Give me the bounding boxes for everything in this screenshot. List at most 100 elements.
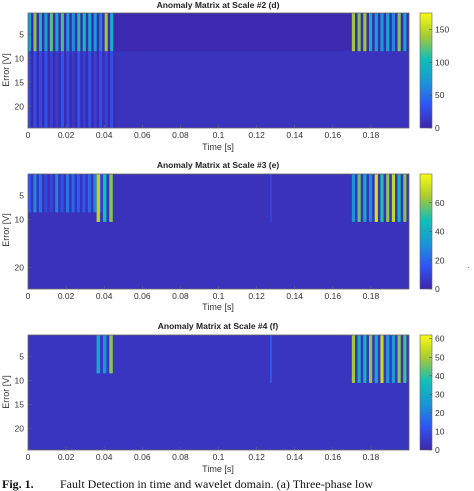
heatmap-stripe: [357, 335, 361, 383]
heatmap-stripe: [44, 13, 48, 52]
panel-1-ylabel: Error [V]: [1, 53, 11, 87]
figure-caption: Fig. 1. Fault Detection in time and wave…: [2, 477, 373, 491]
heatmap-stripe: [77, 51, 81, 128]
x-tick-label: 0.18: [363, 291, 380, 301]
heatmap-stripe: [38, 13, 42, 52]
heatmap-stripe: [93, 51, 97, 128]
colorbar-tick-label: 20: [435, 408, 445, 418]
panel-1-y-ticks: 5 10 15 20: [15, 30, 31, 111]
heatmap-stripe: [76, 174, 80, 213]
heatmap-stripe: [357, 174, 361, 222]
x-tick-label: 0.14: [286, 291, 303, 301]
heatmap-stripe: [71, 51, 75, 128]
x-tick-label: 0.08: [172, 452, 189, 462]
panel-1-title: Anomaly Matrix at Scale #2 (d): [157, 0, 280, 10]
x-tick-label: 0.02: [58, 291, 75, 301]
x-tick-label: 0.06: [134, 130, 151, 140]
heatmap-stripe: [391, 174, 395, 222]
heatmap-stripe: [33, 174, 37, 213]
heatmap-stripe: [397, 174, 401, 222]
heatmap-stripe: [380, 335, 384, 383]
heatmap-stripe: [102, 335, 107, 374]
panel-2-heatmap: [28, 174, 409, 289]
x-tick-label: 0.16: [325, 291, 342, 301]
panel-3-heatmap: [28, 335, 409, 450]
colorbar-tick-label: 100: [435, 57, 449, 67]
caption-text: Fault Detection in time and wavelet doma…: [60, 477, 373, 491]
colorbar-tick-label: 50: [435, 352, 445, 362]
x-tick-label: 0.02: [58, 130, 75, 140]
heatmap-background: [28, 335, 409, 450]
heatmap-stripe: [110, 13, 114, 52]
heatmap-stripe: [49, 174, 53, 213]
heatmap-stripe: [98, 174, 102, 213]
y-tick-label: 5: [19, 30, 24, 40]
heatmap-stripe: [28, 174, 31, 213]
panel-scale-2: Anomaly Matrix at Scale #2 (d) 0 0.02 0.04…: [1, 0, 449, 140]
x-tick-label: 0.1: [213, 291, 225, 301]
heatmap-stripe: [269, 174, 273, 222]
panel-2-colorbar-ticks: 0 20 40 60: [429, 198, 445, 294]
heatmap-stripe: [38, 51, 42, 128]
heatmap-stripe: [99, 51, 103, 128]
x-tick-label: 0.16: [325, 130, 342, 140]
panel-3-title: Anomaly Matrix at Scale #4 (f): [158, 321, 279, 331]
heatmap-stripe: [374, 13, 378, 52]
colorbar-tick-label: 40: [435, 371, 445, 381]
colorbar-tick-label: 150: [435, 24, 449, 34]
y-tick-label: 15: [15, 399, 25, 409]
heatmap-stripe: [374, 174, 378, 222]
colorbar-tick-label: 0: [435, 284, 440, 294]
heatmap-stripe: [82, 51, 86, 128]
panel-scale-4: Anomaly Matrix at Scale #4 (f) 0 0.02 0.04…: [1, 321, 445, 462]
heatmap-stripe: [33, 13, 37, 52]
heatmap-stripe: [66, 13, 70, 52]
heatmap-stripe: [44, 51, 48, 128]
heatmap-background: [28, 174, 409, 289]
panel-2-x-ticks: 0 0.02 0.04 0.06 0.08 0.1 0.12 0.14 0.16 0.18: [26, 286, 380, 301]
x-tick-label: 0.12: [248, 291, 265, 301]
heatmap-stripe: [110, 51, 114, 128]
heatmap-stripe: [102, 174, 107, 222]
heatmap-stripe: [363, 13, 367, 52]
heatmap-stripe: [49, 13, 53, 52]
heatmap-stripe: [391, 13, 395, 52]
heatmap-stripe: [66, 51, 70, 128]
heatmap-stripe: [88, 51, 92, 128]
heatmap-stripe: [363, 335, 367, 383]
x-tick-label: 0: [26, 130, 31, 140]
panel-3-colorbar-ticks: 0 10 20 30 40 50 60: [429, 334, 445, 455]
heatmap-stripe: [77, 13, 81, 52]
heatmap-stripe: [87, 174, 91, 213]
colorbar-tick-label: 20: [435, 255, 445, 265]
y-tick-label: 20: [15, 423, 25, 433]
heatmap-stripe: [374, 335, 378, 383]
heatmap-stripe: [386, 335, 390, 383]
heatmap-stripe: [82, 174, 86, 213]
x-tick-label: 0.08: [172, 291, 189, 301]
heatmap-stripe: [369, 13, 373, 52]
colorbar-tick-label: 0: [435, 123, 440, 133]
colorbar-tick-label: 40: [435, 227, 445, 237]
panel-1-xlabel: Time [s]: [202, 142, 234, 152]
panel-2-ylabel: Error [V]: [1, 213, 11, 247]
x-tick-label: 0.08: [172, 130, 189, 140]
heatmap-stripe: [363, 174, 367, 222]
x-tick-label: 0.04: [96, 130, 113, 140]
y-tick-label: 10: [15, 54, 25, 64]
panel-2-xlabel: Time [s]: [202, 302, 234, 312]
colorbar-tick-label: 60: [435, 198, 445, 208]
colorbar-tick-label: 60: [435, 334, 445, 344]
heatmap-stripe: [60, 51, 64, 128]
heatmap-stripe: [357, 13, 361, 52]
colorbar-tick-label: 10: [435, 426, 445, 436]
heatmap-stripe: [93, 13, 97, 52]
heatmap-stripe: [60, 174, 64, 213]
heatmap-stripe: [403, 335, 407, 383]
panel-2-y-ticks: 5 10 20: [15, 191, 31, 272]
y-tick-label: 15: [15, 77, 25, 87]
heatmap-stripe: [96, 174, 101, 222]
panel-1-colorbar: [419, 12, 433, 129]
heatmap-stripe: [88, 13, 92, 52]
heatmap-stripe: [380, 174, 384, 222]
